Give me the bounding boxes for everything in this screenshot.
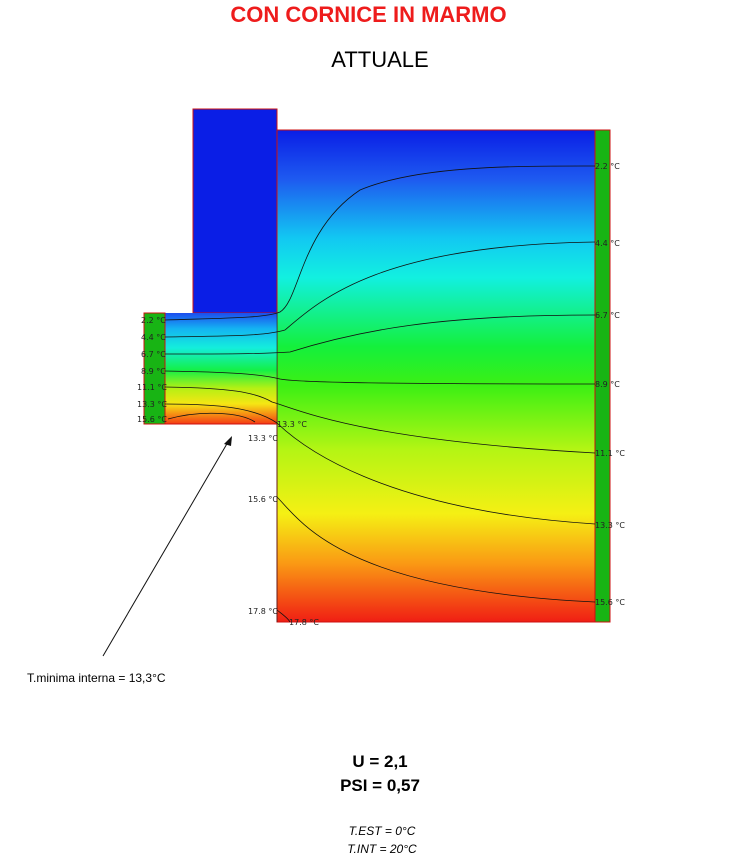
left-label-6-7: 6.7 °C [141, 350, 166, 359]
left-label-11-1: 11.1 °C [137, 383, 167, 392]
right-boundary-strip [594, 129, 611, 623]
page-subtitle: ATTUALE [331, 47, 429, 72]
isotherm-2-2 [164, 165, 596, 321]
left-label-15-6: 15.6 °C [137, 415, 167, 424]
psi-value: PSI = 0,57 [340, 776, 420, 795]
isotherm-11-1 [164, 386, 596, 454]
wall-body [276, 129, 596, 623]
isotherm-lines [164, 165, 596, 623]
minimum-temperature-note: T.minima interna = 13,3°C [27, 671, 166, 685]
right-label-2-2: 2.2 °C [595, 162, 620, 171]
left-label-4-4: 4.4 °C [141, 333, 166, 342]
u-value: U = 2,1 [352, 752, 408, 771]
reveal-isotherm-labels: 13.3 °C 13.3 °C 15.6 °C 17.8 °C 17.8 °C [248, 420, 319, 627]
right-label-15-6: 15.6 °C [595, 598, 625, 607]
internal-temperature: T.INT = 20°C [347, 842, 417, 856]
isotherm-13-3 [164, 403, 596, 525]
right-label-4-4: 4.4 °C [595, 239, 620, 248]
reveal-label-17-8-a: 17.8 °C [248, 607, 278, 616]
reveal-label-13-3-a: 13.3 °C [277, 420, 307, 429]
reveal-label-15-6: 15.6 °C [248, 495, 278, 504]
isotherm-6-7 [164, 314, 596, 355]
isotherm-4-4 [164, 241, 596, 338]
right-label-8-9: 8.9 °C [595, 380, 620, 389]
left-label-8-9: 8.9 °C [141, 367, 166, 376]
right-label-6-7: 6.7 °C [595, 311, 620, 320]
left-label-2-2: 2.2 °C [141, 316, 166, 325]
isotherm-8-9 [164, 370, 596, 385]
isotherm-17-8 [276, 609, 291, 623]
isotherm-15-6 [167, 412, 256, 423]
page-title: CON CORNICE IN MARMO [230, 2, 507, 27]
isotherm-15-6-main [276, 496, 596, 603]
right-isotherm-labels: 2.2 °C 4.4 °C 6.7 °C 8.9 °C 11.1 °C 13.3… [595, 162, 625, 607]
sill-reveal [165, 313, 277, 424]
right-label-11-1: 11.1 °C [595, 449, 625, 458]
left-isotherm-labels: 2.2 °C 4.4 °C 6.7 °C 8.9 °C 11.1 °C 13.3… [137, 316, 167, 424]
left-label-13-3: 13.3 °C [137, 400, 167, 409]
reveal-label-13-3-b: 13.3 °C [248, 434, 278, 443]
right-label-13-3: 13.3 °C [595, 521, 625, 530]
external-temperature: T.EST = 0°C [348, 824, 416, 838]
left-boundary-strip [143, 312, 166, 425]
reveal-label-17-8-b: 17.8 °C [289, 618, 319, 627]
window-frame-block [192, 108, 278, 314]
annotation-arrow [102, 436, 232, 657]
